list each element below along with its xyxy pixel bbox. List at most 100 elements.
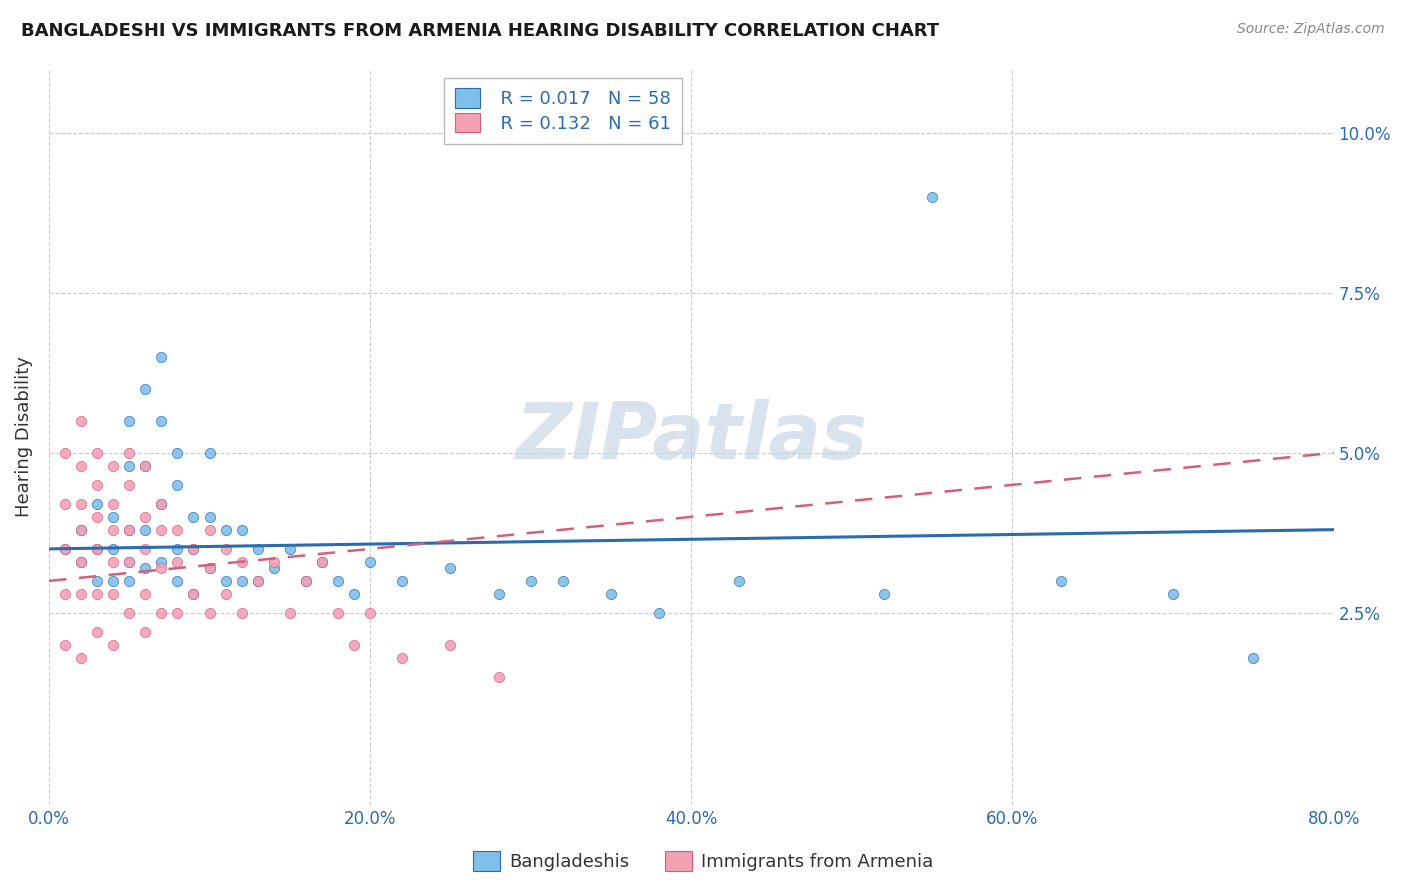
Point	[246, 574, 269, 588]
Text: Source: ZipAtlas.com: Source: ZipAtlas.com	[1237, 22, 1385, 37]
Point	[198, 509, 221, 524]
Point	[53, 541, 76, 556]
Point	[118, 523, 141, 537]
Point	[134, 625, 156, 640]
Point	[519, 574, 541, 588]
Point	[103, 587, 125, 601]
Point	[86, 625, 108, 640]
Point	[214, 523, 236, 537]
Point	[86, 541, 108, 556]
Point	[1241, 650, 1264, 665]
Point	[728, 574, 751, 588]
Point	[246, 574, 269, 588]
Point	[53, 497, 76, 511]
Point	[263, 561, 285, 575]
Point	[166, 606, 188, 620]
Point	[86, 541, 108, 556]
Point	[134, 541, 156, 556]
Point	[150, 606, 173, 620]
Point	[231, 606, 253, 620]
Point	[921, 189, 943, 203]
Point	[118, 446, 141, 460]
Point	[183, 541, 205, 556]
Point	[1161, 587, 1184, 601]
Point	[134, 561, 156, 575]
Point	[439, 638, 461, 652]
Point	[103, 541, 125, 556]
Point	[198, 523, 221, 537]
Point	[488, 587, 510, 601]
Point	[326, 606, 349, 620]
Point	[134, 458, 156, 473]
Point	[166, 574, 188, 588]
Point	[183, 541, 205, 556]
Point	[86, 509, 108, 524]
Point	[359, 555, 381, 569]
Point	[198, 446, 221, 460]
Point	[86, 478, 108, 492]
Point	[166, 523, 188, 537]
Point	[53, 638, 76, 652]
Point	[214, 587, 236, 601]
Point	[150, 561, 173, 575]
Point	[118, 458, 141, 473]
Point	[103, 509, 125, 524]
Point	[214, 574, 236, 588]
Y-axis label: Hearing Disability: Hearing Disability	[15, 357, 32, 517]
Point	[278, 606, 301, 620]
Text: ZIPatlas: ZIPatlas	[515, 399, 868, 475]
Point	[150, 414, 173, 428]
Point	[103, 523, 125, 537]
Point	[118, 555, 141, 569]
Point	[391, 574, 413, 588]
Point	[311, 555, 333, 569]
Point	[53, 587, 76, 601]
Point	[53, 446, 76, 460]
Point	[183, 587, 205, 601]
Point	[86, 446, 108, 460]
Point	[150, 497, 173, 511]
Point	[295, 574, 318, 588]
Point	[246, 541, 269, 556]
Point	[278, 541, 301, 556]
Point	[70, 555, 93, 569]
Point	[70, 587, 93, 601]
Point	[150, 555, 173, 569]
Point	[343, 587, 366, 601]
Point	[70, 523, 93, 537]
Point	[166, 555, 188, 569]
Point	[134, 458, 156, 473]
Point	[70, 650, 93, 665]
Point	[214, 541, 236, 556]
Point	[198, 561, 221, 575]
Point	[231, 555, 253, 569]
Point	[118, 478, 141, 492]
Point	[86, 587, 108, 601]
Point	[231, 523, 253, 537]
Point	[118, 555, 141, 569]
Point	[326, 574, 349, 588]
Point	[648, 606, 671, 620]
Point	[873, 587, 896, 601]
Point	[70, 497, 93, 511]
Text: BANGLADESHI VS IMMIGRANTS FROM ARMENIA HEARING DISABILITY CORRELATION CHART: BANGLADESHI VS IMMIGRANTS FROM ARMENIA H…	[21, 22, 939, 40]
Point	[166, 541, 188, 556]
Point	[198, 561, 221, 575]
Point	[53, 541, 76, 556]
Point	[118, 606, 141, 620]
Point	[359, 606, 381, 620]
Point	[263, 555, 285, 569]
Point	[86, 497, 108, 511]
Legend: Bangladeshis, Immigrants from Armenia: Bangladeshis, Immigrants from Armenia	[465, 844, 941, 879]
Point	[166, 446, 188, 460]
Point	[183, 509, 205, 524]
Point	[551, 574, 574, 588]
Point	[103, 638, 125, 652]
Point	[103, 574, 125, 588]
Point	[70, 458, 93, 473]
Point	[150, 350, 173, 364]
Point	[391, 650, 413, 665]
Point	[198, 606, 221, 620]
Point	[134, 587, 156, 601]
Point	[103, 555, 125, 569]
